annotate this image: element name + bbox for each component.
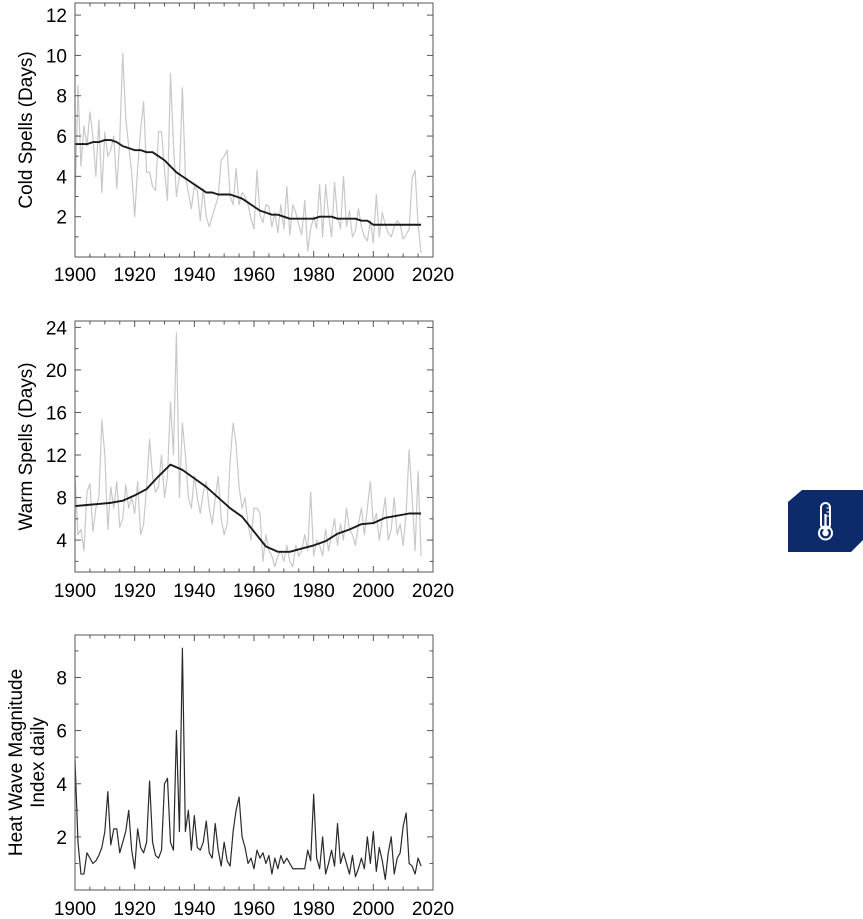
- y-tick-label: 6: [56, 722, 67, 743]
- series-line-annual: [74, 332, 422, 568]
- y-axis-title: Warm Spells (Days): [16, 362, 37, 530]
- y-tick-label: 8: [56, 489, 67, 510]
- y-tick-label: 4: [56, 531, 67, 552]
- y-tick-label: 8: [56, 669, 67, 690]
- x-tick-label: 1940: [173, 581, 215, 602]
- x-tick-label: 1960: [233, 265, 275, 286]
- y-tick-label: 12: [46, 446, 67, 467]
- x-tick-label: 2000: [352, 581, 394, 602]
- y-axis-title-line: Heat Wave Magnitude: [6, 669, 27, 856]
- y-axis-title: Cold Spells (Days): [16, 51, 37, 208]
- series-line-annual: [74, 52, 422, 254]
- chart-panel-1: 1900 1920 1940 1960 1980 2000 2020 2 4 6 8 10 12 Cold…: [16, 2, 454, 286]
- x-tick-label: 1960: [233, 581, 275, 602]
- x-tick-label: 2000: [352, 899, 394, 919]
- x-tick-label: 1900: [54, 581, 96, 602]
- x-tick-label: 2020: [412, 899, 454, 919]
- y-tick-label: 8: [56, 87, 67, 108]
- y-tick-label: 16: [46, 403, 67, 424]
- x-tick-label: 1940: [173, 899, 215, 919]
- y-axis-title-line: Index daily: [28, 717, 49, 808]
- series-line-smoothed: [75, 139, 422, 226]
- series-line-smoothed: [74, 463, 422, 553]
- chart-panel-3: 1900 1920 1940 1960 1980 2000 2020 2 4 6 8 Heat Wav…: [6, 634, 454, 919]
- x-tick-label: 1920: [114, 581, 156, 602]
- y-tick-label: 12: [46, 6, 67, 27]
- plot-frame: [74, 320, 434, 573]
- y-tick-label: 10: [46, 46, 67, 67]
- y-tick-label: 6: [56, 127, 67, 148]
- y-tick-label: 4: [56, 775, 67, 796]
- x-tick-label: 2020: [412, 265, 454, 286]
- series-line-annual: [74, 647, 422, 880]
- x-tick-label: 1920: [114, 899, 156, 919]
- y-tick-label: 20: [46, 361, 67, 382]
- y-tick-label: 24: [46, 318, 68, 339]
- x-tick-label: 1960: [233, 899, 275, 919]
- x-tick-label: 2020: [412, 581, 454, 602]
- y-tick-label: 2: [56, 208, 67, 229]
- x-tick-label: 1940: [173, 265, 215, 286]
- x-tick-label: 2000: [352, 265, 394, 286]
- chart-panel-2: 1900 1920 1940 1960 1980 2000 2020 4 8 12 16 20 24 Wa…: [16, 318, 454, 602]
- y-tick-label: 4: [56, 167, 67, 188]
- x-tick-label: 1900: [54, 265, 96, 286]
- x-tick-label: 1980: [293, 265, 335, 286]
- thermometer-icon: [788, 490, 863, 552]
- y-axis-title: Heat Wave MagnitudeIndex daily: [6, 669, 49, 856]
- x-tick-label: 1980: [293, 581, 335, 602]
- x-tick-label: 1920: [114, 265, 156, 286]
- x-tick-label: 1900: [54, 899, 96, 919]
- y-tick-label: 2: [56, 828, 67, 849]
- climate-badge[interactable]: [788, 490, 863, 552]
- x-tick-label: 1980: [293, 899, 335, 919]
